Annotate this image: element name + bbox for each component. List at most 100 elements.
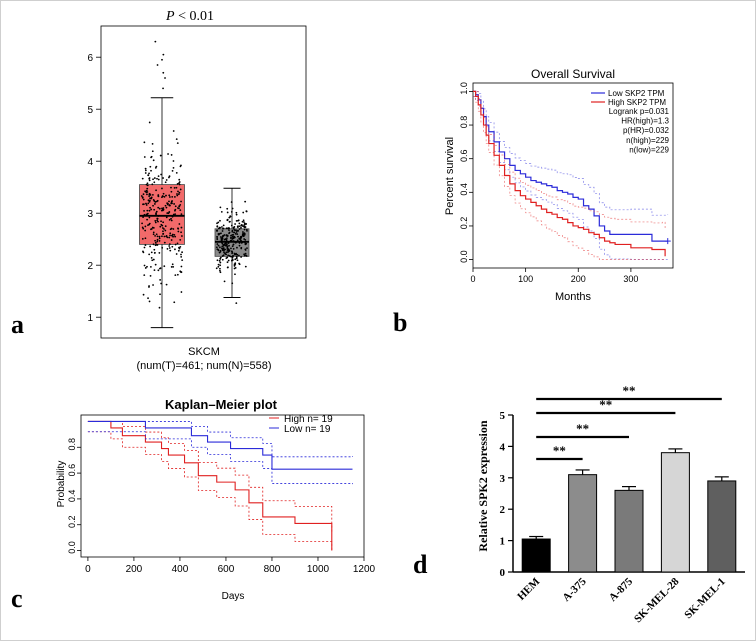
data-point <box>178 182 180 185</box>
data-point <box>244 248 247 251</box>
data-point <box>141 177 144 180</box>
data-point <box>225 251 228 254</box>
data-point <box>148 193 151 196</box>
data-point <box>228 244 230 247</box>
data-point <box>150 228 152 231</box>
data-point <box>180 226 183 229</box>
y-tick-label: 0.2 <box>67 515 77 528</box>
data-point <box>221 235 224 237</box>
data-point <box>243 232 246 235</box>
data-point <box>148 216 151 219</box>
data-point <box>238 262 241 265</box>
data-point <box>222 224 225 227</box>
y-tick-label: 3 <box>87 209 93 220</box>
data-point <box>240 239 242 242</box>
data-point <box>156 238 159 241</box>
data-point <box>163 265 166 268</box>
data-point <box>170 186 172 189</box>
panel-b-title: Overall Survival <box>531 67 615 81</box>
data-point <box>233 235 236 238</box>
y-tick-label: 1 <box>500 536 506 548</box>
data-point <box>180 253 182 256</box>
data-point <box>237 219 239 222</box>
data-point <box>168 236 171 239</box>
data-point <box>176 207 179 209</box>
y-tick-label: 6 <box>87 53 93 64</box>
data-point <box>146 193 148 196</box>
data-point <box>152 243 155 246</box>
data-point <box>159 225 162 228</box>
bar-hem <box>521 538 551 573</box>
legend-label-low: Low n= 19 <box>284 424 331 435</box>
panel-a: P < 0.01 SKCM (num(T)=461; num(N)=558) a… <box>11 9 307 372</box>
data-point <box>162 221 165 224</box>
y-tick-label: 3 <box>500 473 506 485</box>
data-point <box>171 169 174 172</box>
data-point <box>181 235 183 237</box>
data-point <box>161 196 163 199</box>
data-point <box>141 196 144 199</box>
data-point <box>243 253 246 256</box>
data-point <box>169 249 172 252</box>
data-point <box>234 258 237 261</box>
data-point <box>220 210 223 213</box>
data-point <box>162 71 165 74</box>
data-point <box>244 200 247 203</box>
data-point <box>226 219 229 221</box>
data-point <box>165 194 167 197</box>
y-tick-label: 0.8 <box>67 438 77 451</box>
data-point <box>245 255 248 257</box>
data-point <box>223 243 226 246</box>
data-point <box>168 243 171 246</box>
y-tick-label: 5 <box>87 105 93 116</box>
data-point <box>154 221 157 224</box>
data-point <box>145 189 148 192</box>
data-point <box>146 191 149 193</box>
data-point <box>154 40 157 43</box>
data-point <box>142 203 144 206</box>
data-point <box>140 195 143 197</box>
data-point <box>162 233 164 235</box>
data-point <box>215 246 218 249</box>
data-point <box>243 224 246 226</box>
data-point <box>165 234 168 237</box>
data-point <box>167 153 169 155</box>
data-point <box>160 220 162 223</box>
data-point <box>145 204 148 206</box>
data-point <box>221 226 223 228</box>
panel-label-b: b <box>393 308 407 337</box>
data-point <box>158 237 161 240</box>
data-point <box>154 241 157 244</box>
data-point <box>176 142 179 145</box>
data-point <box>167 202 169 205</box>
x-category-label: HEM <box>515 575 543 603</box>
data-point <box>175 138 178 141</box>
data-point <box>156 240 159 243</box>
data-point <box>180 213 183 216</box>
data-point <box>149 274 152 277</box>
survival-line-low <box>473 90 668 242</box>
data-point <box>219 246 221 249</box>
data-point <box>219 236 222 238</box>
data-point <box>151 142 154 145</box>
data-point <box>223 249 225 251</box>
data-point <box>233 263 236 266</box>
data-point <box>243 254 246 257</box>
data-point <box>150 257 153 259</box>
data-point <box>227 250 230 253</box>
data-point <box>168 204 171 206</box>
data-point <box>158 252 161 254</box>
data-point <box>178 205 181 208</box>
data-point <box>229 255 232 258</box>
panel-label-a: a <box>11 310 24 339</box>
data-point <box>141 222 143 225</box>
x-tick-label: 800 <box>264 564 281 575</box>
data-point <box>221 230 224 232</box>
data-point <box>164 204 167 207</box>
data-point <box>223 251 225 254</box>
data-point <box>144 229 147 232</box>
stats-line: p(HR)=0.032 <box>623 126 670 135</box>
data-point <box>226 243 228 246</box>
data-point <box>162 87 164 90</box>
